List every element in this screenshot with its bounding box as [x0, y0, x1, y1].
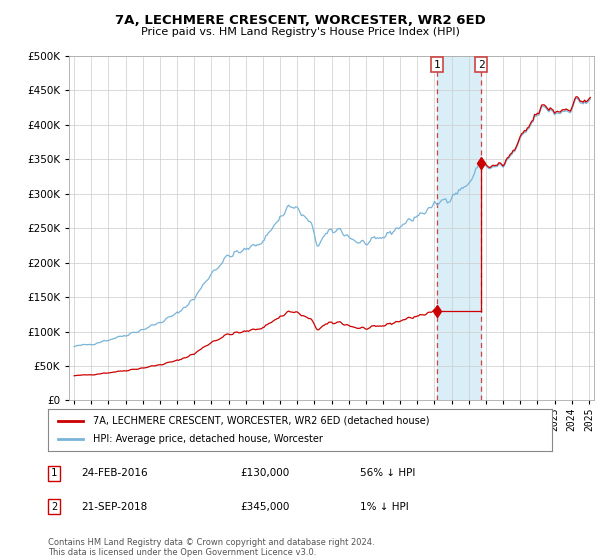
Text: 7A, LECHMERE CRESCENT, WORCESTER, WR2 6ED: 7A, LECHMERE CRESCENT, WORCESTER, WR2 6E… [115, 14, 485, 27]
Text: £345,000: £345,000 [240, 502, 289, 512]
Text: HPI: Average price, detached house, Worcester: HPI: Average price, detached house, Worc… [94, 434, 323, 444]
Text: 2: 2 [51, 502, 57, 512]
Text: 1% ↓ HPI: 1% ↓ HPI [360, 502, 409, 512]
Text: 7A, LECHMERE CRESCENT, WORCESTER, WR2 6ED (detached house): 7A, LECHMERE CRESCENT, WORCESTER, WR2 6E… [94, 416, 430, 426]
Text: 56% ↓ HPI: 56% ↓ HPI [360, 468, 415, 478]
Text: £130,000: £130,000 [240, 468, 289, 478]
Text: 24-FEB-2016: 24-FEB-2016 [81, 468, 148, 478]
Text: 21-SEP-2018: 21-SEP-2018 [81, 502, 147, 512]
Text: 1: 1 [51, 468, 57, 478]
Text: 1: 1 [434, 59, 440, 69]
Text: Price paid vs. HM Land Registry's House Price Index (HPI): Price paid vs. HM Land Registry's House … [140, 27, 460, 37]
Text: Contains HM Land Registry data © Crown copyright and database right 2024.
This d: Contains HM Land Registry data © Crown c… [48, 538, 374, 557]
Text: 2: 2 [478, 59, 484, 69]
Bar [437, 56, 481, 400]
